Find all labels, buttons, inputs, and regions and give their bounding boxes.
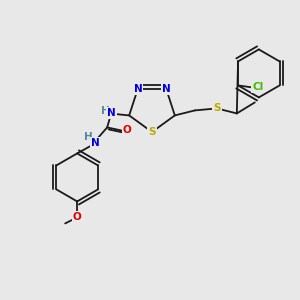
- Text: N: N: [134, 84, 142, 94]
- Text: S: S: [148, 127, 156, 137]
- Text: O: O: [73, 212, 82, 222]
- Text: Cl: Cl: [252, 82, 264, 92]
- Text: N: N: [162, 84, 170, 94]
- Text: H: H: [84, 132, 92, 142]
- Text: N: N: [91, 138, 100, 148]
- Text: H: H: [101, 106, 110, 116]
- Text: O: O: [123, 125, 131, 135]
- Text: S: S: [213, 103, 220, 113]
- Text: N: N: [107, 108, 116, 118]
